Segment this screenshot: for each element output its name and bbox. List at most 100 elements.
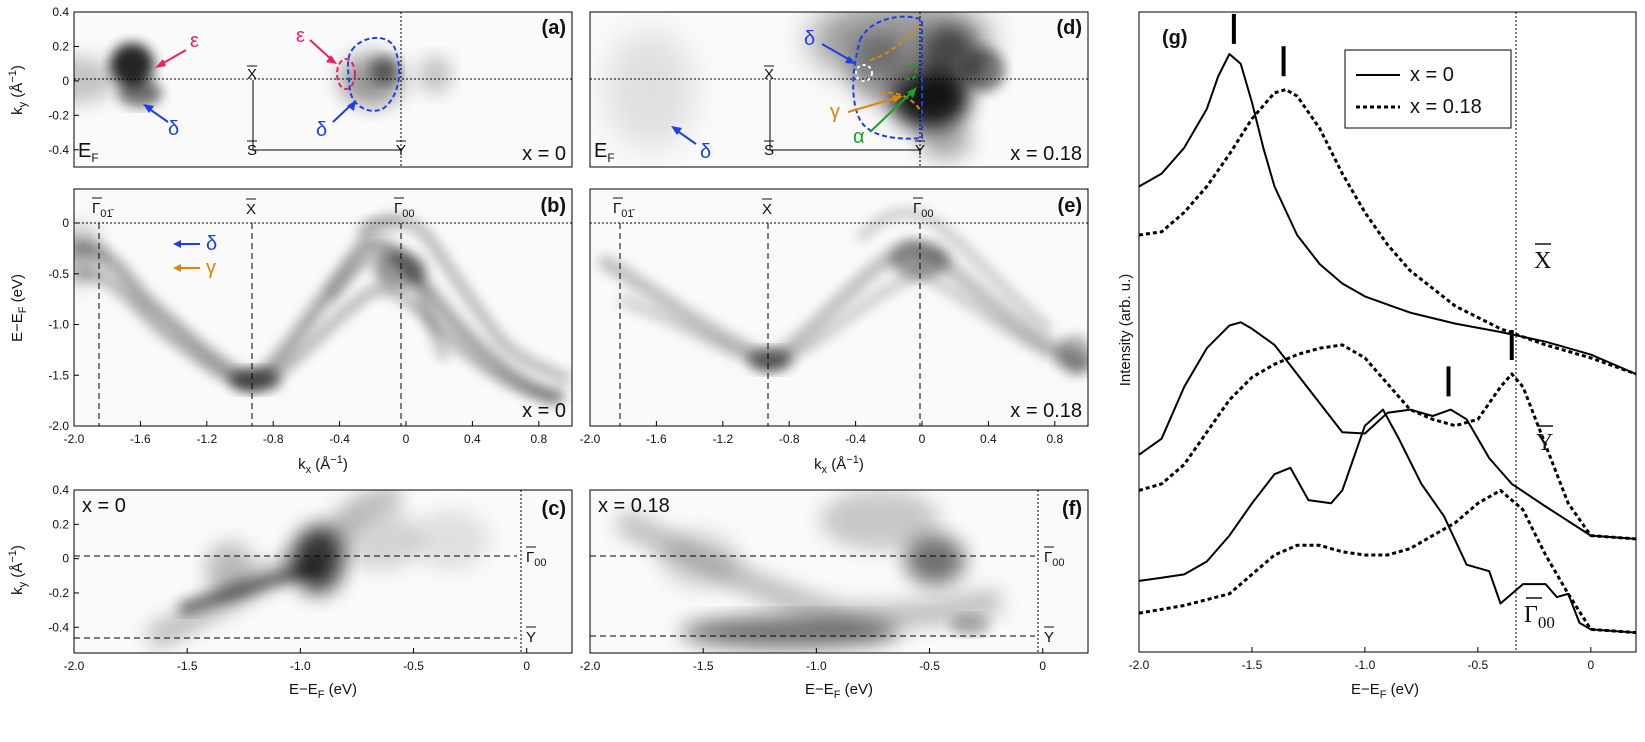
y-tick-label: 0 [62,74,69,88]
point-x: X [762,201,772,218]
spectrum-y-x0 [1138,321,1637,540]
point-gamma00: Γ00 [913,200,934,220]
y-tick-label: 0.4 [52,483,69,497]
y-tick-label: -1.0 [48,318,69,332]
x-tick-label: 0 [919,432,926,446]
spectra [1138,53,1637,635]
y-tick-label: -0.4 [48,620,69,634]
panel-a-intensity [74,43,451,107]
point-y: Y [526,629,536,646]
x-tick-label: -2.0 [580,659,601,673]
x-annotation: x = 0 [522,143,566,165]
epsilon-arrow-label: ε [190,30,199,52]
y-tick-label: -2.0 [48,419,69,433]
panel-label: (f) [1062,498,1082,520]
x-tick-label: -1.2 [712,432,733,446]
panel-a: (a) x = 0 EF X S Y ε δ ε δ ky (Å−1) 0.40… [7,5,573,168]
panel-b: (b) x = 0 Γ01̄ X Γ00 δ γ E−EF (eV) kx (Å… [9,188,573,476]
x-tick-label: -1.0 [1355,658,1376,672]
point-y: Y [396,142,406,159]
panel-g: (g) x = 0 x = 0.18 X Y Γ00 Intensity (ar… [1117,11,1637,701]
axis-ticks: -2.0 -1.5 -1.0 -0.5 0 [580,648,1046,673]
delta-arrow-label-2: δ [316,119,327,141]
delta-arrow-label-2: δ [700,141,711,163]
delta-arrow-label: δ [168,118,179,140]
x-tick-label: -0.4 [845,432,866,446]
x-annotation: x = 0.18 [598,495,670,517]
point-s: S [247,142,257,159]
fermi-label: EF [594,140,615,165]
point-gamma00: Γ00 [526,549,547,569]
panel-label: (b) [540,195,566,217]
x-axis-label: E−EF (eV) [1351,681,1419,701]
delta-arrow-label: δ [206,233,217,255]
delta-contour [347,36,401,112]
epsilon-contour [336,58,356,90]
x-axis-label: kx (Å−1) [298,454,348,476]
x-tick-label: 0 [1039,659,1046,673]
legend: x = 0 x = 0.18 [1344,49,1512,129]
alpha-arrow-label: α [853,126,865,148]
x-tick-label: -1.5 [177,659,198,673]
x-tick-label: -1.5 [1242,658,1263,672]
x-tick-label: 0 [523,659,530,673]
x-tick-label: 0.4 [464,432,481,446]
x-tick-label: -0.8 [263,432,284,446]
y-tick-label: -0.2 [48,586,69,600]
x-ticks: -2.0 -1.5 -1.0 -0.5 0 [1129,647,1594,672]
panel-b-intensity [74,214,572,407]
x-tick-label: 0.8 [1046,432,1063,446]
x-axis-label: E−EF (eV) [289,681,357,701]
spectrum-x-x0 [1138,53,1637,375]
panel-label: (a) [542,17,566,39]
panel-e-intensity [596,208,1088,375]
x-annotation: x = 0.18 [1010,143,1082,165]
legend-entry: x = 0 [1410,64,1454,86]
y-tick-label: 0.4 [52,5,69,19]
point-gamma01: Γ01̄ [92,200,115,220]
x-tick-label: -2.0 [64,659,85,673]
point-s: S [764,142,774,159]
panel-label: (e) [1058,195,1082,217]
x-tick-label: -1.5 [693,659,714,673]
x-tick-label: 0.8 [530,432,547,446]
panel-e: (e) x = 0.18 Γ01̄ X Γ00 kx (Å−1) -2.0 -1.… [580,188,1089,476]
x-tick-label: -1.6 [646,432,667,446]
x-annotation: x = 0.18 [1010,400,1082,422]
point-x: X [247,66,257,83]
point-y: Y [915,142,925,159]
x-tick-label: -1.0 [290,659,311,673]
legend-entry: x = 0.18 [1410,96,1482,118]
y-tick-label: 0 [62,552,69,566]
x-tick-label: -2.0 [64,432,85,446]
fermi-label: EF [78,140,99,165]
x-tick-label: -1.6 [130,432,151,446]
y-tick-label: 0 [62,216,69,230]
panel-c: (c) x = 0 Γ00 Y ky (Å−1) E−EF (eV) -2.0-… [7,483,573,701]
x-tick-label: -0.8 [779,432,800,446]
y-tick-label: -0.2 [48,108,69,122]
curve-label-gamma00: Γ00 [1524,602,1555,632]
x-tick-label: -1.2 [196,432,217,446]
epsilon-arrow-label-2: ε [296,25,305,47]
y-axis-label: ky (Å−1) [7,545,29,595]
y-tick-label: -0.4 [48,143,69,157]
gamma-arrow-label: γ [206,257,216,279]
point-gamma01: Γ01̄ [613,200,636,220]
y-axis-label: Intensity (arb. u.) [1117,274,1134,387]
spectrum-γ00-x0 [1138,408,1637,634]
spectrum-γ00-x018 [1138,488,1637,635]
spectrum-x-x018 [1138,88,1637,376]
x-tick-label: -1.0 [806,659,827,673]
panel-label: (d) [1056,17,1082,39]
delta-contour [852,15,923,140]
y-tick-label: 0.2 [52,517,69,531]
gamma-arrow-label: γ [830,101,840,123]
y-ticks: 0.4 0.2 0 -0.2 -0.4 [48,5,79,157]
y-tick-label: -0.5 [48,267,69,281]
x-tick-label: 0 [1587,658,1594,672]
x-axis-label: E−EF (eV) [805,681,873,701]
x-tick-label: -0.5 [919,659,940,673]
spectrum-y-x018 [1138,343,1637,541]
panel-label: (c) [542,498,566,520]
